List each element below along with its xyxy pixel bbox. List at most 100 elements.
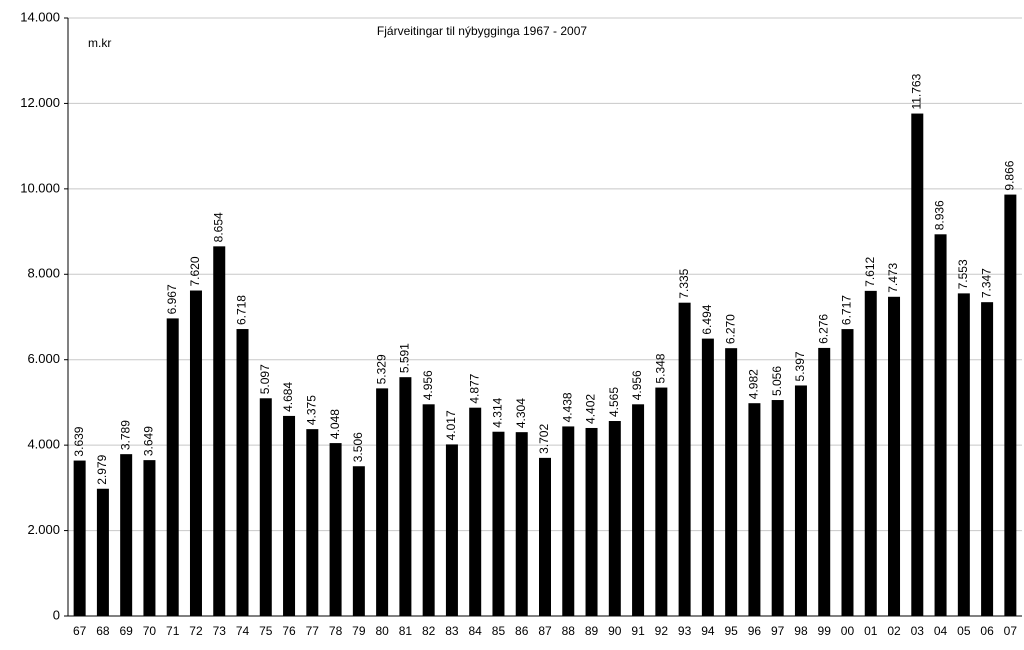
x-tick-label: 03	[911, 624, 925, 638]
x-tick-label: 82	[422, 624, 436, 638]
bar	[515, 432, 528, 616]
x-tick-label: 92	[655, 624, 669, 638]
x-tick-label: 84	[469, 624, 483, 638]
value-label: 7.473	[886, 262, 900, 292]
y-tick-label: 2.000	[27, 522, 60, 537]
y-tick-label: 6.000	[27, 351, 60, 366]
x-tick-label: 97	[771, 624, 785, 638]
x-tick-label: 79	[352, 624, 366, 638]
value-label: 7.347	[979, 268, 993, 298]
value-label: 3.789	[118, 420, 132, 450]
bar	[445, 444, 458, 616]
value-label: 7.612	[863, 257, 877, 287]
x-tick-label: 70	[143, 624, 157, 638]
value-label: 3.506	[351, 432, 365, 462]
bar	[585, 427, 598, 616]
x-tick-label: 80	[375, 624, 389, 638]
value-label: 4.438	[560, 392, 574, 422]
value-label: 5.591	[398, 343, 412, 373]
y-tick-label: 0	[53, 607, 60, 622]
x-tick-label: 95	[724, 624, 738, 638]
value-label: 5.056	[770, 366, 784, 396]
bar	[701, 338, 714, 616]
x-tick-label: 71	[166, 624, 180, 638]
x-tick-label: 06	[980, 624, 994, 638]
bar	[213, 246, 226, 616]
y-tick-label: 4.000	[27, 437, 60, 452]
x-tick-label: 75	[259, 624, 273, 638]
value-label: 6.967	[165, 284, 179, 314]
value-label: 4.565	[607, 387, 621, 417]
bar	[725, 348, 738, 616]
value-label: 2.979	[95, 454, 109, 484]
value-label: 7.335	[677, 268, 691, 298]
bar	[562, 426, 575, 616]
value-label: 4.877	[467, 373, 481, 403]
x-tick-label: 91	[631, 624, 645, 638]
bar	[1004, 194, 1017, 616]
x-tick-label: 73	[213, 624, 227, 638]
x-tick-label: 94	[701, 624, 715, 638]
value-label: 9.866	[1003, 160, 1017, 190]
bar	[934, 234, 947, 616]
value-label: 4.304	[514, 398, 528, 428]
x-tick-label: 99	[818, 624, 832, 638]
value-label: 4.048	[328, 409, 342, 439]
y-tick-label: 8.000	[27, 266, 60, 281]
value-label: 6.276	[816, 314, 830, 344]
value-label: 5.348	[654, 353, 668, 383]
x-tick-label: 87	[538, 624, 552, 638]
value-label: 4.314	[491, 397, 505, 427]
bar	[469, 407, 482, 616]
bar	[376, 388, 389, 616]
value-label: 3.649	[142, 426, 156, 456]
value-label: 8.654	[211, 212, 225, 242]
value-label: 4.956	[421, 370, 435, 400]
value-label: 4.684	[281, 382, 295, 412]
bar	[96, 488, 109, 616]
x-tick-label: 93	[678, 624, 692, 638]
bar	[794, 385, 807, 616]
x-tick-label: 90	[608, 624, 622, 638]
value-label: 5.397	[793, 351, 807, 381]
value-label: 5.329	[374, 354, 388, 384]
value-label: 6.494	[700, 304, 714, 334]
value-label: 4.956	[630, 370, 644, 400]
x-tick-label: 83	[445, 624, 459, 638]
bar	[678, 302, 691, 616]
bar	[399, 377, 412, 616]
bar	[143, 460, 156, 616]
value-label: 4.402	[584, 394, 598, 424]
bar	[166, 318, 179, 616]
value-label: 7.553	[956, 259, 970, 289]
x-tick-label: 69	[119, 624, 133, 638]
x-tick-label: 96	[748, 624, 762, 638]
value-label: 6.270	[723, 314, 737, 344]
x-tick-label: 74	[236, 624, 250, 638]
bar	[888, 296, 901, 616]
x-tick-label: 68	[96, 624, 110, 638]
value-label: 6.718	[235, 295, 249, 325]
bar	[283, 415, 296, 616]
x-tick-label: 98	[794, 624, 808, 638]
bar	[748, 403, 761, 616]
x-tick-label: 78	[329, 624, 343, 638]
chart-title: Fjárveitingar til nýbygginga 1967 - 2007	[377, 24, 587, 38]
bar	[73, 460, 86, 616]
value-label: 7.620	[188, 256, 202, 286]
value-label: 3.702	[537, 424, 551, 454]
bar	[841, 329, 854, 616]
y-unit-label: m.kr	[88, 36, 111, 50]
x-tick-label: 85	[492, 624, 506, 638]
value-label: 4.375	[304, 395, 318, 425]
value-label: 6.717	[840, 295, 854, 325]
bar	[422, 404, 435, 616]
bar	[911, 113, 924, 617]
bar	[818, 347, 831, 616]
value-label: 5.097	[258, 364, 272, 394]
bar	[539, 457, 551, 616]
value-label: 11.763	[909, 73, 923, 109]
value-label: 8.936	[933, 200, 947, 230]
x-tick-label: 89	[585, 624, 599, 638]
bar	[632, 404, 645, 616]
